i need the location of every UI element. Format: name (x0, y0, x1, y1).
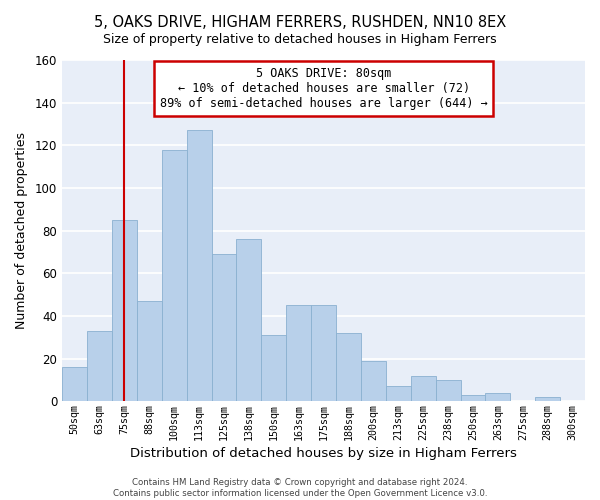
Bar (436, 380, 461, 402)
Bar (187, 130, 212, 402)
Bar (411, 376, 436, 402)
Bar (361, 361, 386, 402)
X-axis label: Distribution of detached houses by size in Higham Ferrers: Distribution of detached houses by size … (130, 447, 517, 460)
Bar (212, 254, 236, 402)
Bar (535, 397, 560, 402)
Bar (162, 150, 187, 402)
Bar (485, 392, 511, 402)
Bar (87, 331, 112, 402)
Bar (137, 301, 162, 402)
Bar (62, 367, 87, 402)
Bar (461, 395, 485, 402)
Bar (311, 306, 336, 402)
Text: 5, OAKS DRIVE, HIGHAM FERRERS, RUSHDEN, NN10 8EX: 5, OAKS DRIVE, HIGHAM FERRERS, RUSHDEN, … (94, 15, 506, 30)
Text: 5 OAKS DRIVE: 80sqm
← 10% of detached houses are smaller (72)
89% of semi-detach: 5 OAKS DRIVE: 80sqm ← 10% of detached ho… (160, 67, 487, 110)
Y-axis label: Number of detached properties: Number of detached properties (15, 132, 28, 329)
Bar (236, 239, 262, 402)
Text: Contains HM Land Registry data © Crown copyright and database right 2024.
Contai: Contains HM Land Registry data © Crown c… (113, 478, 487, 498)
Bar (386, 386, 411, 402)
Bar (336, 333, 361, 402)
Bar (112, 220, 137, 402)
Text: Size of property relative to detached houses in Higham Ferrers: Size of property relative to detached ho… (103, 32, 497, 46)
Bar (262, 335, 286, 402)
Bar (286, 306, 311, 402)
